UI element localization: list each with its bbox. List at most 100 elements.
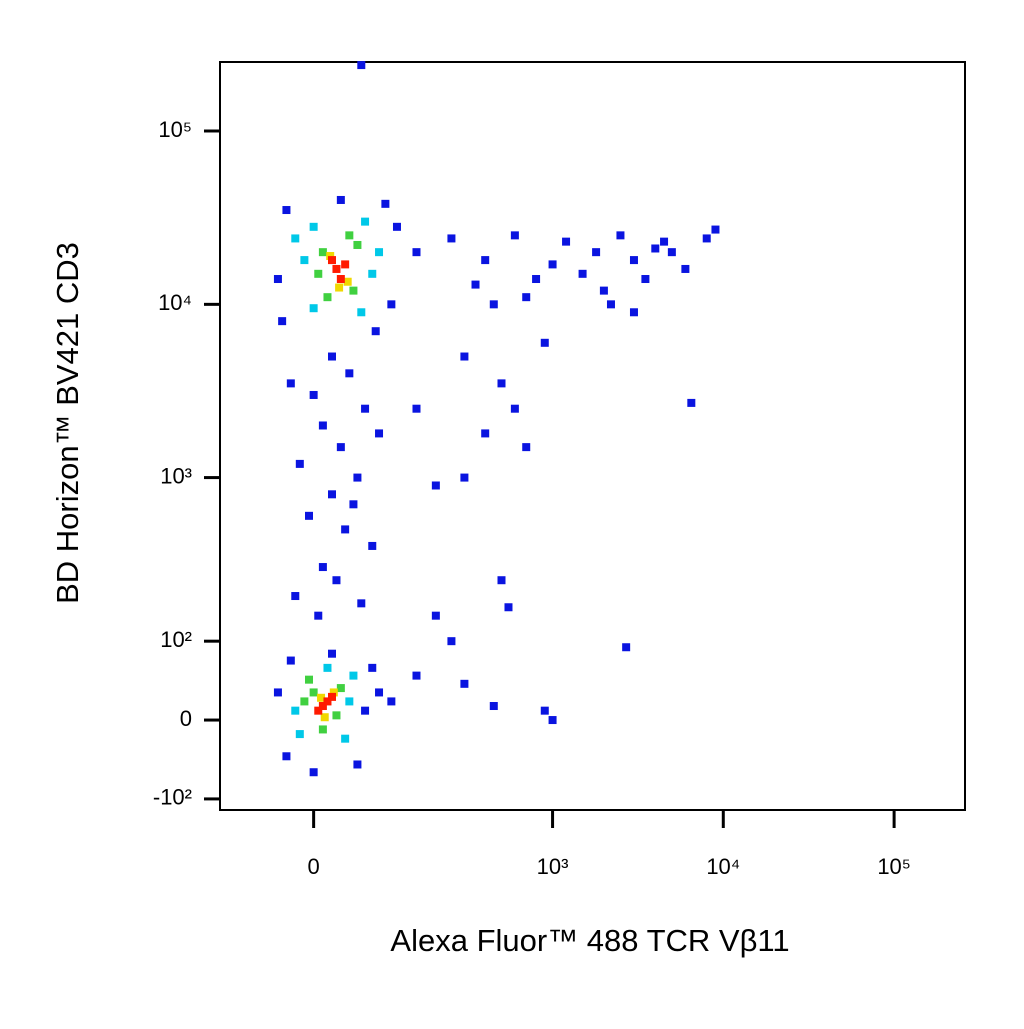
point [687, 398, 696, 407]
point [361, 217, 370, 226]
point [341, 525, 350, 534]
point [460, 473, 469, 482]
point [291, 234, 300, 243]
y-tick-label: 10⁵ [158, 117, 192, 142]
point [431, 481, 440, 490]
point [323, 293, 332, 302]
point [548, 716, 557, 725]
point [562, 237, 571, 246]
point [412, 404, 421, 413]
point [606, 300, 615, 309]
point [522, 293, 531, 302]
point [381, 199, 390, 208]
point [327, 256, 336, 265]
point [309, 222, 318, 231]
point [295, 459, 304, 468]
y-tick-label: 10⁴ [158, 290, 192, 315]
point [510, 231, 519, 240]
point [332, 711, 341, 720]
point [323, 697, 332, 706]
point [332, 576, 341, 585]
point [540, 706, 549, 715]
point [489, 300, 498, 309]
point [336, 443, 345, 452]
point [314, 611, 323, 620]
point [548, 260, 557, 269]
point [361, 706, 370, 715]
point [368, 541, 377, 550]
point [349, 671, 358, 680]
point [447, 637, 456, 646]
point [368, 663, 377, 672]
point [336, 195, 345, 204]
x-tick-label: 0 [308, 854, 320, 879]
point [278, 317, 287, 326]
point [327, 692, 336, 701]
point [387, 300, 396, 309]
point [375, 248, 384, 257]
point [309, 390, 318, 399]
point [286, 656, 295, 665]
point [318, 563, 327, 572]
point [711, 225, 720, 234]
point [300, 256, 309, 265]
point [345, 231, 354, 240]
point [329, 688, 338, 697]
point [300, 697, 309, 706]
point [660, 237, 669, 246]
point [357, 599, 366, 608]
point [314, 269, 323, 278]
point [353, 473, 362, 482]
point [460, 352, 469, 361]
point [460, 679, 469, 688]
point [592, 248, 601, 257]
point [309, 768, 318, 777]
point [318, 421, 327, 430]
point [317, 693, 326, 702]
point [641, 275, 650, 284]
point [599, 286, 608, 295]
point [291, 592, 300, 601]
x-tick-label: 10⁵ [877, 854, 911, 879]
point [295, 730, 304, 739]
point [387, 697, 396, 706]
y-tick-label: 10³ [160, 463, 192, 488]
point [291, 706, 300, 715]
plot-frame [219, 61, 966, 811]
point [651, 244, 660, 253]
point [622, 643, 631, 652]
point [326, 252, 335, 261]
point [318, 248, 327, 257]
point [497, 379, 506, 388]
point [327, 490, 336, 499]
point [629, 256, 638, 265]
point [341, 734, 350, 743]
point [681, 264, 690, 273]
point [481, 256, 490, 265]
point [532, 275, 541, 284]
point [616, 231, 625, 240]
point [282, 752, 291, 761]
point [318, 725, 327, 734]
point [282, 206, 291, 215]
y-tick-label: -10² [153, 785, 192, 810]
point [345, 697, 354, 706]
point [353, 760, 362, 769]
point [368, 269, 377, 278]
point [702, 234, 711, 243]
point [431, 611, 440, 620]
point [371, 327, 380, 336]
point [336, 684, 345, 693]
point [314, 706, 323, 715]
point [327, 649, 336, 658]
point [489, 702, 498, 711]
point [447, 234, 456, 243]
point [327, 352, 336, 361]
point [353, 240, 362, 249]
point [522, 443, 531, 452]
point [510, 404, 519, 413]
point [345, 369, 354, 378]
point [305, 675, 314, 684]
